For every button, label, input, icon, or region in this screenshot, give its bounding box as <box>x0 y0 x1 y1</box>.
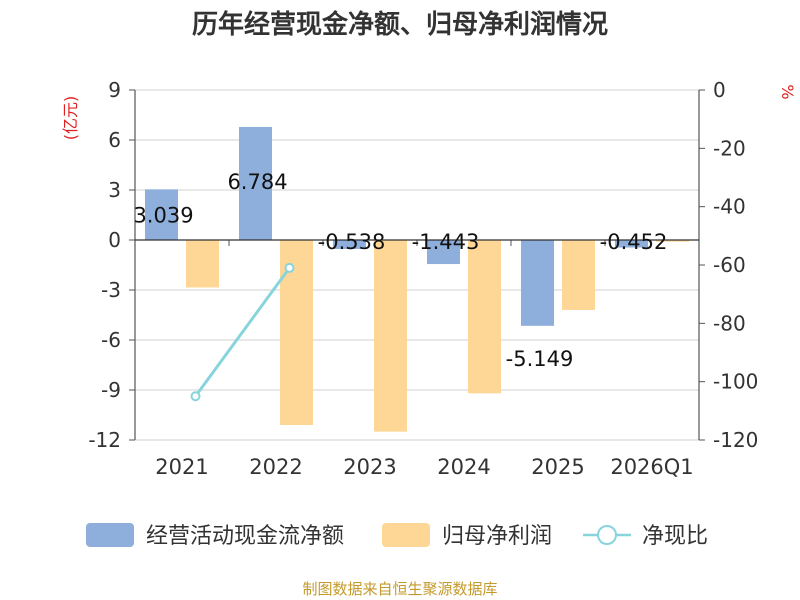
left-tick-label: 0 <box>108 228 121 252</box>
bar-data-label: -0.538 <box>318 230 386 254</box>
legend-label-net-cash-ratio: 净现比 <box>642 524 708 549</box>
left-tick-label: 6 <box>108 128 121 152</box>
x-tick-label: 2022 <box>249 455 302 479</box>
right-tick-label: 0 <box>713 78 726 102</box>
bar-data-label: -5.149 <box>506 347 574 371</box>
right-tick-label: -40 <box>713 195 746 219</box>
bar-operating-cashflow <box>145 189 178 240</box>
right-tick-label: -80 <box>713 311 746 335</box>
bar-data-label: 3.039 <box>133 204 193 228</box>
bar-data-label: 6.784 <box>227 170 287 194</box>
left-tick-label: 3 <box>108 178 121 202</box>
left-tick-label: 9 <box>108 78 121 102</box>
right-axis-unit: % <box>778 84 797 99</box>
source-note: 制图数据来自恒生聚源数据库 <box>302 580 498 598</box>
left-tick-label: -12 <box>88 428 121 452</box>
bar-net-profit <box>186 240 219 288</box>
left-tick-label: -9 <box>101 378 121 402</box>
legend-marker-net-cash-ratio <box>597 525 617 545</box>
left-axis-unit: (亿元) <box>61 96 80 141</box>
x-tick-label: 2023 <box>343 455 396 479</box>
left-tick-label: -3 <box>101 278 121 302</box>
x-tick-label: 2025 <box>531 455 584 479</box>
legend-label-net-profit: 归母净利润 <box>442 524 552 549</box>
legend-label-operating-cashflow: 经营活动现金流净额 <box>146 524 344 549</box>
legend-swatch-net-profit <box>382 523 430 547</box>
bar-net-profit <box>374 240 407 432</box>
line-point-net-cash-ratio <box>190 391 201 402</box>
bar-net-profit <box>562 240 595 310</box>
chart-title: 历年经营现金净额、归母净利润情况 <box>191 10 608 40</box>
bar-net-profit <box>468 240 501 394</box>
bar-operating-cashflow <box>427 240 460 265</box>
line-net-cash-ratio <box>194 267 291 398</box>
bar-data-label: -0.452 <box>600 230 668 254</box>
left-tick-label: -6 <box>101 328 121 352</box>
right-tick-label: -20 <box>713 136 746 160</box>
bar-operating-cashflow <box>239 126 272 240</box>
x-tick-label: 2021 <box>155 455 208 479</box>
line-point-net-cash-ratio <box>284 262 295 273</box>
right-tick-label: -60 <box>713 253 746 277</box>
bar-data-label: -1.443 <box>412 230 480 254</box>
legend-swatch-operating-cashflow <box>86 523 134 547</box>
right-tick-label: -100 <box>713 370 758 394</box>
bar-operating-cashflow <box>333 240 366 249</box>
bar-net-profit <box>656 240 689 242</box>
x-tick-label: 2026Q1 <box>610 455 693 479</box>
bar-operating-cashflow <box>615 240 648 248</box>
x-tick-label: 2024 <box>437 455 490 479</box>
right-tick-label: -120 <box>713 428 758 452</box>
bar-operating-cashflow <box>521 240 554 326</box>
